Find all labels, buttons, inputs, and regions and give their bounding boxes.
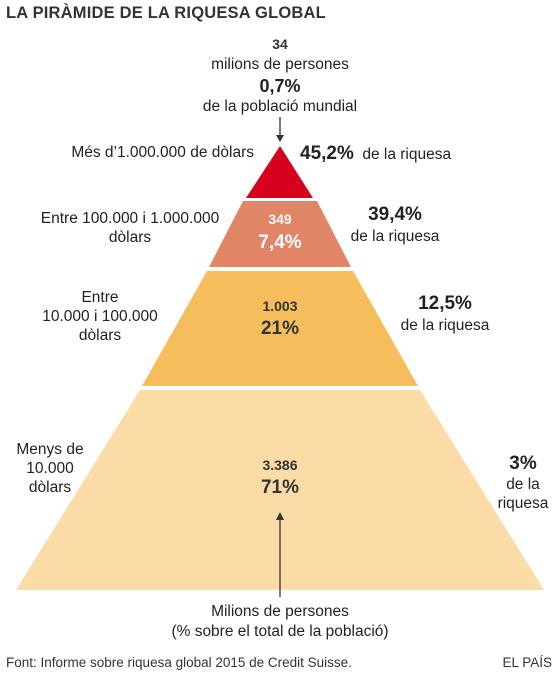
- top-tier-population-share: 0,7%: [259, 76, 301, 96]
- tier-top-wealth-share: 45,2%: [300, 143, 354, 164]
- bottom-legend-line1: Milions de persones: [211, 603, 349, 620]
- tier-base-population-share: 71%: [260, 477, 300, 498]
- tier-upper-middle-wealth-range-line2: dòlars: [108, 229, 152, 246]
- tier-base-population: 3.386: [262, 457, 298, 473]
- pyramid-tier-top: [246, 146, 313, 198]
- tier-middle-wealth-range-line2: 10.000 i 100.000: [42, 308, 158, 325]
- tier-upper-middle-wealth-share-label: de la riquesa: [350, 228, 440, 245]
- top-tier-population: 34: [272, 36, 288, 52]
- page-title: LA PIRÀMIDE DE LA RIQUESA GLOBAL: [6, 4, 326, 22]
- tier-middle-wealth-share-label: de la riquesa: [400, 317, 490, 334]
- publisher-credit: EL PAÍS: [502, 655, 552, 670]
- pyramid-tier-upper-middle: [209, 201, 351, 267]
- tier-base-wealth-share-label-line1: de la: [506, 476, 540, 493]
- tier-base-wealth-range-line1: Menys de: [16, 441, 84, 458]
- tier-upper-middle-wealth-range-line1: Entre 100.000 i 1.000.000: [40, 210, 220, 227]
- pyramid-tier-base: [16, 390, 544, 590]
- pyramid-tier-middle: [142, 271, 418, 386]
- tier-base-wealth-range-line3: dòlars: [28, 479, 72, 496]
- tier-middle-wealth-range-line1: Entre: [81, 289, 119, 306]
- bottom-arrow-head: [276, 512, 284, 520]
- top-arrow-head: [276, 135, 284, 142]
- source-note: Font: Informe sobre riquesa global 2015 …: [6, 655, 352, 670]
- tier-middle-wealth-range-line3: dòlars: [78, 327, 122, 344]
- tier-middle-population: 1.003: [262, 298, 298, 314]
- bottom-legend-line2: (% sobre el total de la població): [171, 623, 389, 640]
- tier-base-wealth-range-line2: 10.000: [26, 460, 74, 477]
- tier-middle-wealth-share: 12,5%: [418, 293, 472, 314]
- tier-base-wealth-share-label-line2: riquesa: [497, 495, 549, 512]
- tier-base-wealth-share: 3%: [509, 453, 537, 474]
- tier-top-wealth-range: Més d’1.000.000 de dòlars: [71, 144, 254, 161]
- tier-middle-population-share: 21%: [260, 318, 300, 339]
- tier-upper-middle-wealth-share: 39,4%: [368, 204, 422, 225]
- top-tier-population-share-label: de la població mundial: [202, 98, 358, 115]
- tier-upper-middle-population-share: 7,4%: [258, 232, 302, 253]
- tier-top-wealth-share-label: de la riquesa: [362, 146, 452, 163]
- tier-upper-middle-population: 349: [268, 211, 292, 227]
- tier-top-wealth-share-group: 45,2% de la riquesa: [300, 143, 451, 165]
- top-tier-population-unit: milions de persones: [211, 56, 349, 73]
